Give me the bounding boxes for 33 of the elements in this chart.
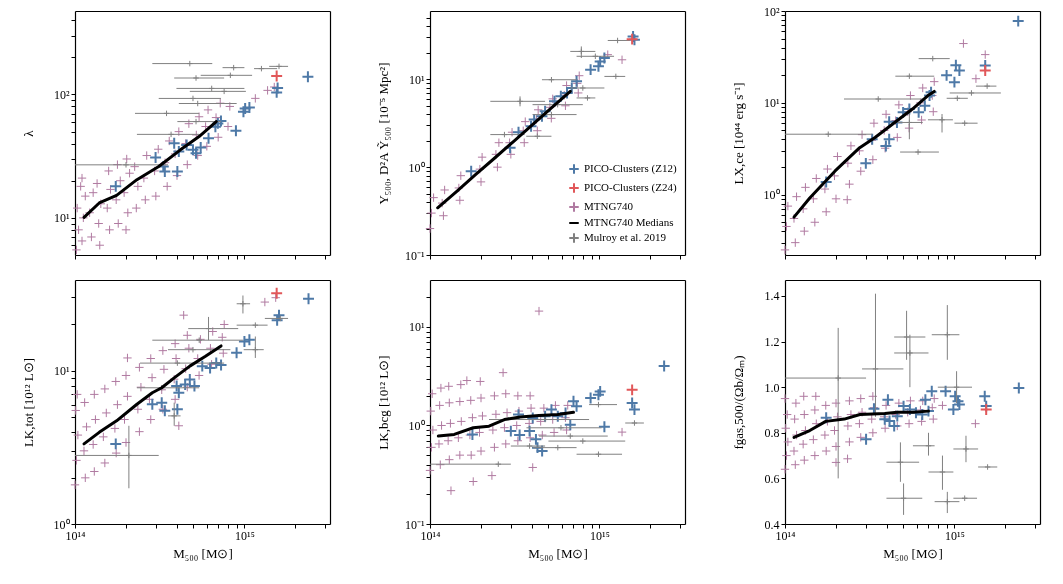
y-tick-label: 10¹ bbox=[408, 320, 425, 335]
x-tick-label: 10¹⁵ bbox=[590, 528, 610, 543]
y-axis-title: Y₅₀₀, D²A Ỹ₅₀₀ [10⁻⁵ Mpc²] bbox=[375, 62, 391, 205]
legend-label: Mulroy et al. 2019 bbox=[584, 231, 667, 243]
y-axis-title: λ bbox=[20, 129, 36, 137]
x-tick-label: 10¹⁵ bbox=[235, 528, 255, 543]
y-axis-title: LX,ce [10⁴⁴ erg s⁻¹] bbox=[730, 82, 746, 185]
y-tick-label: 0.8 bbox=[764, 426, 780, 441]
y-tick-label: 10¹ bbox=[53, 211, 70, 226]
y-tick-label: 0.6 bbox=[764, 471, 780, 486]
y-axis-title: LK,tot [10¹² L⊙] bbox=[20, 357, 36, 448]
y-tick-label: 10¹ bbox=[763, 96, 780, 111]
x-axis-title: M₅₀₀ [M⊙] bbox=[528, 545, 588, 561]
y-axis-title: LK,bcg [10¹² L⊙] bbox=[375, 355, 391, 450]
y-tick-label: 10¹ bbox=[408, 72, 425, 87]
y-tick-label: 10⁰ bbox=[763, 188, 780, 203]
y-tick-label: 10⁰ bbox=[408, 160, 425, 175]
y-tick-label: 10² bbox=[53, 87, 70, 102]
y-tick-label: 10⁰ bbox=[408, 419, 425, 433]
legend-label: MTNG740 bbox=[584, 200, 634, 212]
x-axis-title: M₅₀₀ [M⊙] bbox=[173, 545, 233, 561]
legend-label: MTNG740 Medians bbox=[584, 216, 674, 228]
legend-label: PICO-Clusters (Z12) bbox=[584, 162, 677, 175]
legend-label: PICO-Clusters (Z24) bbox=[584, 181, 677, 194]
y-tick-label: 1.4 bbox=[764, 289, 780, 304]
y-tick-label: 1.0 bbox=[764, 380, 780, 395]
y-tick-label: 1.2 bbox=[764, 335, 780, 350]
x-tick-label: 10¹⁵ bbox=[945, 528, 965, 543]
y-tick-label: 10² bbox=[763, 4, 780, 19]
y-axis-title: fgas,500/(Ωb/Ωₘ) bbox=[730, 355, 746, 450]
y-tick-label: 10¹ bbox=[53, 364, 70, 379]
x-axis-title: M₅₀₀ [M⊙] bbox=[883, 545, 943, 561]
y-tick-label: 10⁻¹ bbox=[404, 248, 425, 263]
